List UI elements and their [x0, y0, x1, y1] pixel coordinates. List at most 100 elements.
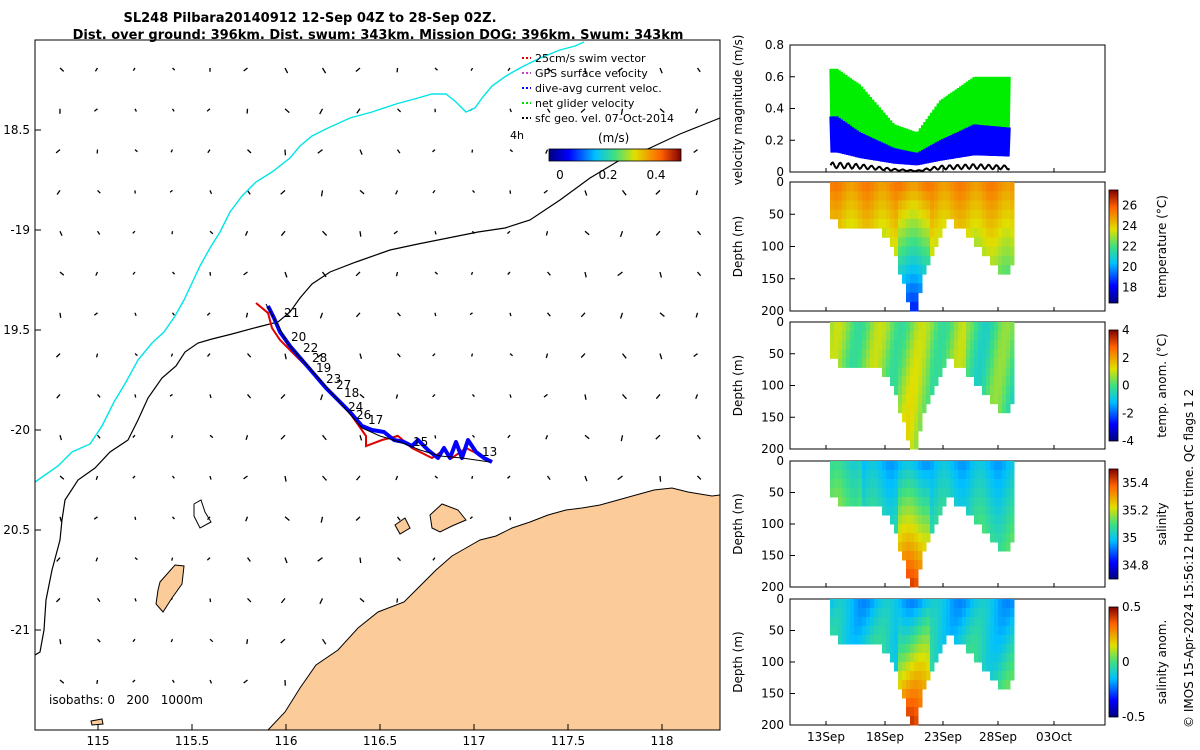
heatmap-cell	[930, 626, 935, 636]
heatmap-cell	[926, 322, 931, 332]
heatmap-cell	[922, 331, 927, 341]
heatmap-cell	[982, 358, 987, 368]
heatmap-cell	[842, 626, 847, 636]
heatmap-cell	[926, 200, 931, 211]
heatmap-cell	[934, 461, 939, 471]
heatmap-cell	[918, 533, 923, 543]
heatmap-cell	[966, 367, 971, 377]
heatmap-cell	[926, 331, 931, 341]
heatmap-cell	[930, 367, 935, 377]
heatmap-cell	[950, 599, 955, 609]
heatmap-cell	[958, 218, 963, 229]
heatmap-cell	[986, 461, 991, 471]
heatmap-cell	[1010, 376, 1015, 386]
heatmap-cell	[922, 322, 927, 332]
heatmap-cell	[878, 470, 883, 480]
legend-label: GPS surface velocity	[535, 67, 648, 80]
heatmap-cell	[910, 635, 915, 645]
map-y-tick-label: 18.5	[3, 123, 30, 137]
heatmap-cell	[954, 340, 959, 350]
heatmap-cell	[938, 617, 943, 627]
heatmap-cell	[834, 182, 839, 192]
heatmap-cell	[866, 461, 871, 471]
velocity-arrow	[96, 434, 101, 439]
heatmap-cell	[902, 200, 907, 211]
heatmap-cell	[974, 182, 979, 192]
heatmap-cell	[898, 608, 903, 618]
heatmap-cell	[922, 680, 927, 690]
heatmap-cell	[982, 191, 987, 201]
heatmap-cell	[910, 430, 915, 441]
heatmap-cell	[934, 358, 939, 368]
heatmap-cell	[898, 322, 903, 332]
heatmap-cell	[1002, 264, 1007, 275]
velocity-arrow	[359, 189, 365, 195]
heatmap-cell	[830, 461, 835, 471]
heatmap-cell	[998, 617, 1003, 627]
heatmap-cell	[902, 662, 907, 672]
heatmap-cell	[906, 617, 911, 627]
heatmap-cell	[906, 283, 911, 294]
heatmap-cell	[970, 331, 975, 341]
heatmap-cell	[906, 292, 911, 303]
heatmap-cell	[854, 349, 859, 359]
heatmap-cell	[902, 340, 907, 350]
velocity-arrow	[280, 434, 286, 440]
heatmap-cell	[914, 461, 919, 471]
heatmap-y-tick-label: 200	[761, 304, 784, 318]
heatmap-cell	[894, 506, 899, 516]
heatmap-cell	[866, 209, 871, 220]
heatmap-cell	[882, 358, 887, 368]
heatmap-cell	[938, 349, 943, 359]
velocity-series-line	[829, 68, 1011, 159]
heatmap-cell	[1006, 218, 1011, 229]
heatmap-cell	[894, 237, 899, 247]
heatmap-y-tick-label: 200	[761, 580, 784, 594]
heatmap-cell	[910, 283, 915, 294]
heatmap-cell	[1002, 385, 1007, 396]
heatmap-cell	[918, 200, 923, 211]
heatmap-cell	[898, 237, 903, 247]
heatmap-cell	[942, 349, 947, 359]
legend-label: sfc geo. vel. 07-Oct-2014	[535, 112, 674, 125]
heatmap-y-tick-label: 0	[776, 592, 784, 606]
heatmap-cell	[886, 608, 891, 618]
velocity-arrow	[580, 108, 586, 113]
heatmap-cell	[1010, 358, 1015, 368]
heatmap-cell	[858, 358, 863, 368]
heatmap-cell	[906, 367, 911, 377]
velocity-arrow	[507, 230, 511, 235]
heatmap-cell	[1010, 635, 1015, 645]
heatmap-cell	[878, 635, 883, 645]
heatmap-cell	[978, 506, 983, 516]
heatmap-cell	[906, 349, 911, 359]
heatmap-cell	[878, 182, 883, 192]
heatmap-cell	[870, 200, 875, 211]
heatmap-cell	[1002, 331, 1007, 341]
heatmap-cell	[882, 218, 887, 229]
heatmap-cell	[1006, 497, 1011, 507]
heatmap-colorbar-tick: 18	[1122, 281, 1137, 295]
heatmap-cell	[902, 689, 907, 699]
heatmap-cell	[926, 385, 931, 396]
heatmap-cell	[890, 497, 895, 507]
heatmap-cell	[922, 237, 927, 247]
heatmap-colorbar-tick: -2	[1122, 406, 1134, 420]
heatmap-cell	[914, 470, 919, 480]
heatmap-cell	[978, 228, 983, 238]
heatmap-cell	[858, 488, 863, 498]
heatmap-cell	[906, 358, 911, 368]
heatmap-cell	[922, 461, 927, 471]
map-y-tick-label: -20	[10, 423, 30, 437]
velocity-arrow	[134, 353, 138, 357]
heatmap-cell	[914, 182, 919, 192]
velocity-arrow	[59, 679, 65, 684]
heatmap-cell	[894, 385, 899, 396]
heatmap-cell	[982, 246, 987, 257]
heatmap-cell	[974, 635, 979, 645]
track-day-label: 15	[413, 435, 428, 449]
heatmap-cell	[902, 403, 907, 414]
heatmap-cell	[834, 626, 839, 636]
heatmap-cell	[910, 237, 915, 247]
heatmap-cell	[966, 479, 971, 489]
